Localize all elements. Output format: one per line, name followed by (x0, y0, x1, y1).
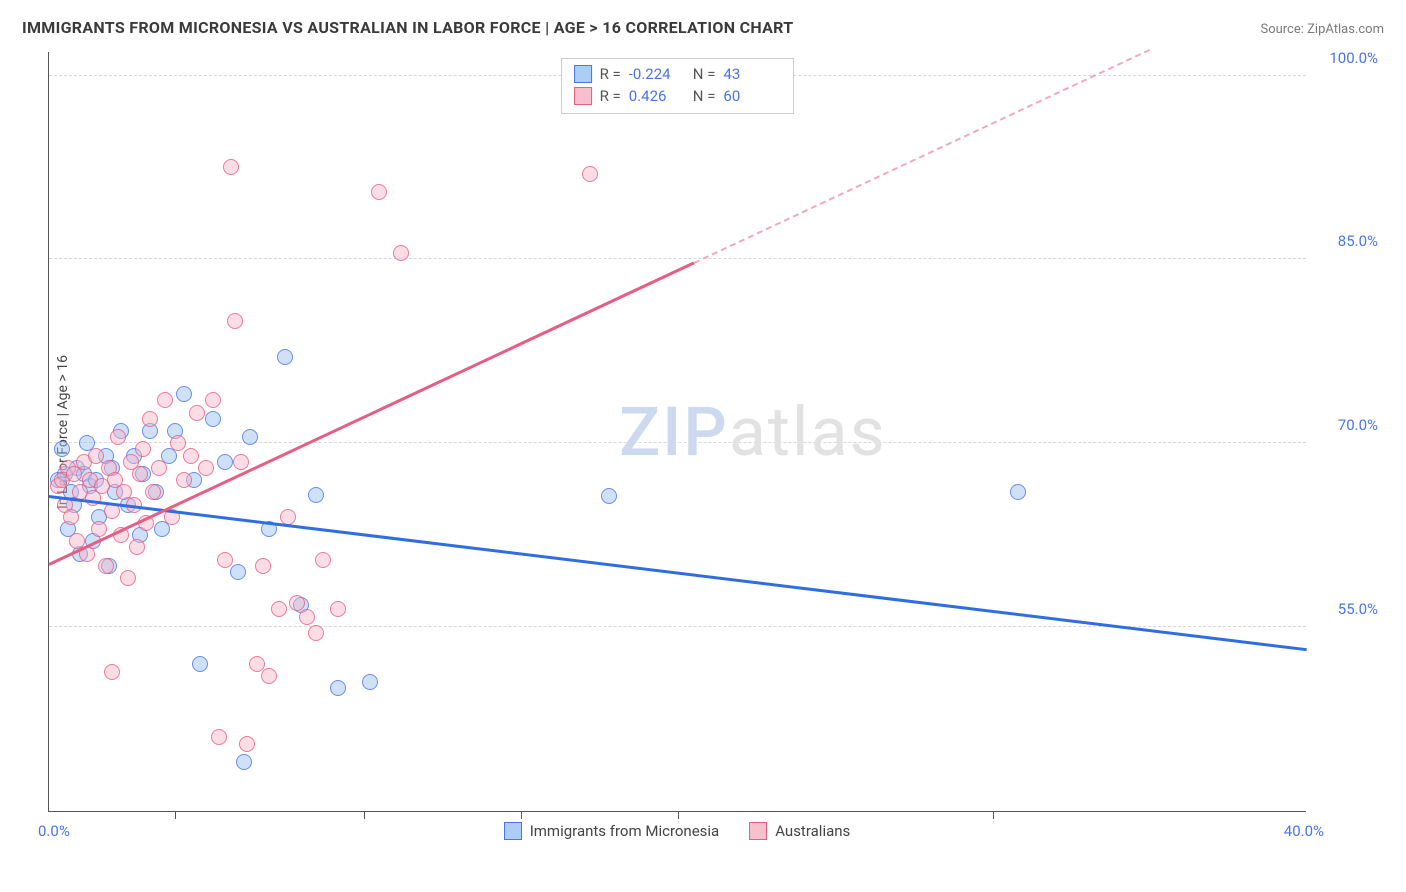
data-point (142, 411, 158, 427)
data-point (176, 472, 192, 488)
data-point (330, 680, 346, 696)
data-point (255, 558, 271, 574)
swatch-blue (574, 65, 592, 83)
watermark: ZIPatlas (619, 392, 887, 472)
data-point (91, 521, 107, 537)
y-tick-label: 70.0% (1338, 416, 1378, 434)
data-point (98, 558, 114, 574)
x-tick (993, 811, 994, 819)
data-point (129, 539, 145, 555)
data-point (176, 386, 192, 402)
data-point (601, 488, 617, 504)
r-value-2: 0.426 (629, 87, 685, 105)
x-tick (364, 811, 365, 819)
data-point (308, 625, 324, 641)
data-point (217, 454, 233, 470)
data-point (110, 429, 126, 445)
r-value-1: -0.224 (629, 65, 685, 83)
y-tick-label: 85.0% (1338, 232, 1378, 250)
x-tick (678, 811, 679, 819)
data-point (88, 448, 104, 464)
n-label: N = (693, 87, 716, 105)
source-attribution: Source: ZipAtlas.com (1260, 22, 1384, 37)
gridline-h (49, 442, 1306, 443)
data-point (170, 435, 186, 451)
data-point (582, 166, 598, 182)
data-point (192, 656, 208, 672)
legend-item-micronesia: Immigrants from Micronesia (504, 822, 720, 840)
data-point (308, 487, 324, 503)
data-point (371, 184, 387, 200)
data-point (217, 552, 233, 568)
gridline-h (49, 258, 1306, 259)
data-point (63, 509, 79, 525)
legend-row-series1: R = -0.224 N = 43 (574, 63, 780, 85)
data-point (315, 552, 331, 568)
n-label: N = (693, 65, 716, 83)
y-tick-label: 100.0% (1329, 49, 1378, 67)
data-point (189, 405, 205, 421)
n-value-1: 43 (723, 65, 779, 83)
data-point (236, 754, 252, 770)
data-point (227, 313, 243, 329)
data-point (223, 159, 239, 175)
legend-correlation: R = -0.224 N = 43 R = 0.426 N = 60 (561, 58, 795, 114)
data-point (205, 411, 221, 427)
x-tick (175, 811, 176, 819)
data-point (198, 460, 214, 476)
data-point (393, 245, 409, 261)
data-point (261, 668, 277, 684)
data-point (242, 429, 258, 445)
data-point (135, 441, 151, 457)
data-point (230, 564, 246, 580)
r-label: R = (600, 87, 621, 105)
data-point (277, 349, 293, 365)
x-tick (521, 811, 522, 819)
watermark-zip: ZIP (619, 392, 729, 472)
data-point (151, 460, 167, 476)
data-point (145, 484, 161, 500)
watermark-atlas: atlas (729, 392, 887, 472)
data-point (1010, 484, 1026, 500)
data-point (239, 736, 255, 752)
swatch-blue (504, 822, 522, 840)
legend-label-1: Immigrants from Micronesia (530, 822, 720, 840)
swatch-pink (749, 822, 767, 840)
data-point (157, 392, 173, 408)
data-point (211, 729, 227, 745)
chart-title: IMMIGRANTS FROM MICRONESIA VS AUSTRALIAN… (22, 18, 793, 37)
data-point (289, 595, 305, 611)
n-value-2: 60 (723, 87, 779, 105)
data-point (362, 674, 378, 690)
data-point (280, 509, 296, 525)
data-point (249, 656, 265, 672)
y-tick-label: 55.0% (1338, 600, 1378, 618)
data-point (183, 448, 199, 464)
legend-series: Immigrants from Micronesia Australians (48, 822, 1306, 840)
data-point (233, 454, 249, 470)
plot-area: In Labor Force | Age > 16 ZIPatlas R = -… (48, 52, 1306, 812)
data-point (104, 664, 120, 680)
legend-row-series2: R = 0.426 N = 60 (574, 85, 780, 107)
data-point (54, 441, 70, 457)
data-point (271, 601, 287, 617)
swatch-pink (574, 87, 592, 105)
data-point (132, 466, 148, 482)
legend-label-2: Australians (775, 822, 850, 840)
data-point (299, 609, 315, 625)
data-point (330, 601, 346, 617)
legend-item-australians: Australians (749, 822, 850, 840)
data-point (120, 570, 136, 586)
data-point (205, 392, 221, 408)
r-label: R = (600, 65, 621, 83)
